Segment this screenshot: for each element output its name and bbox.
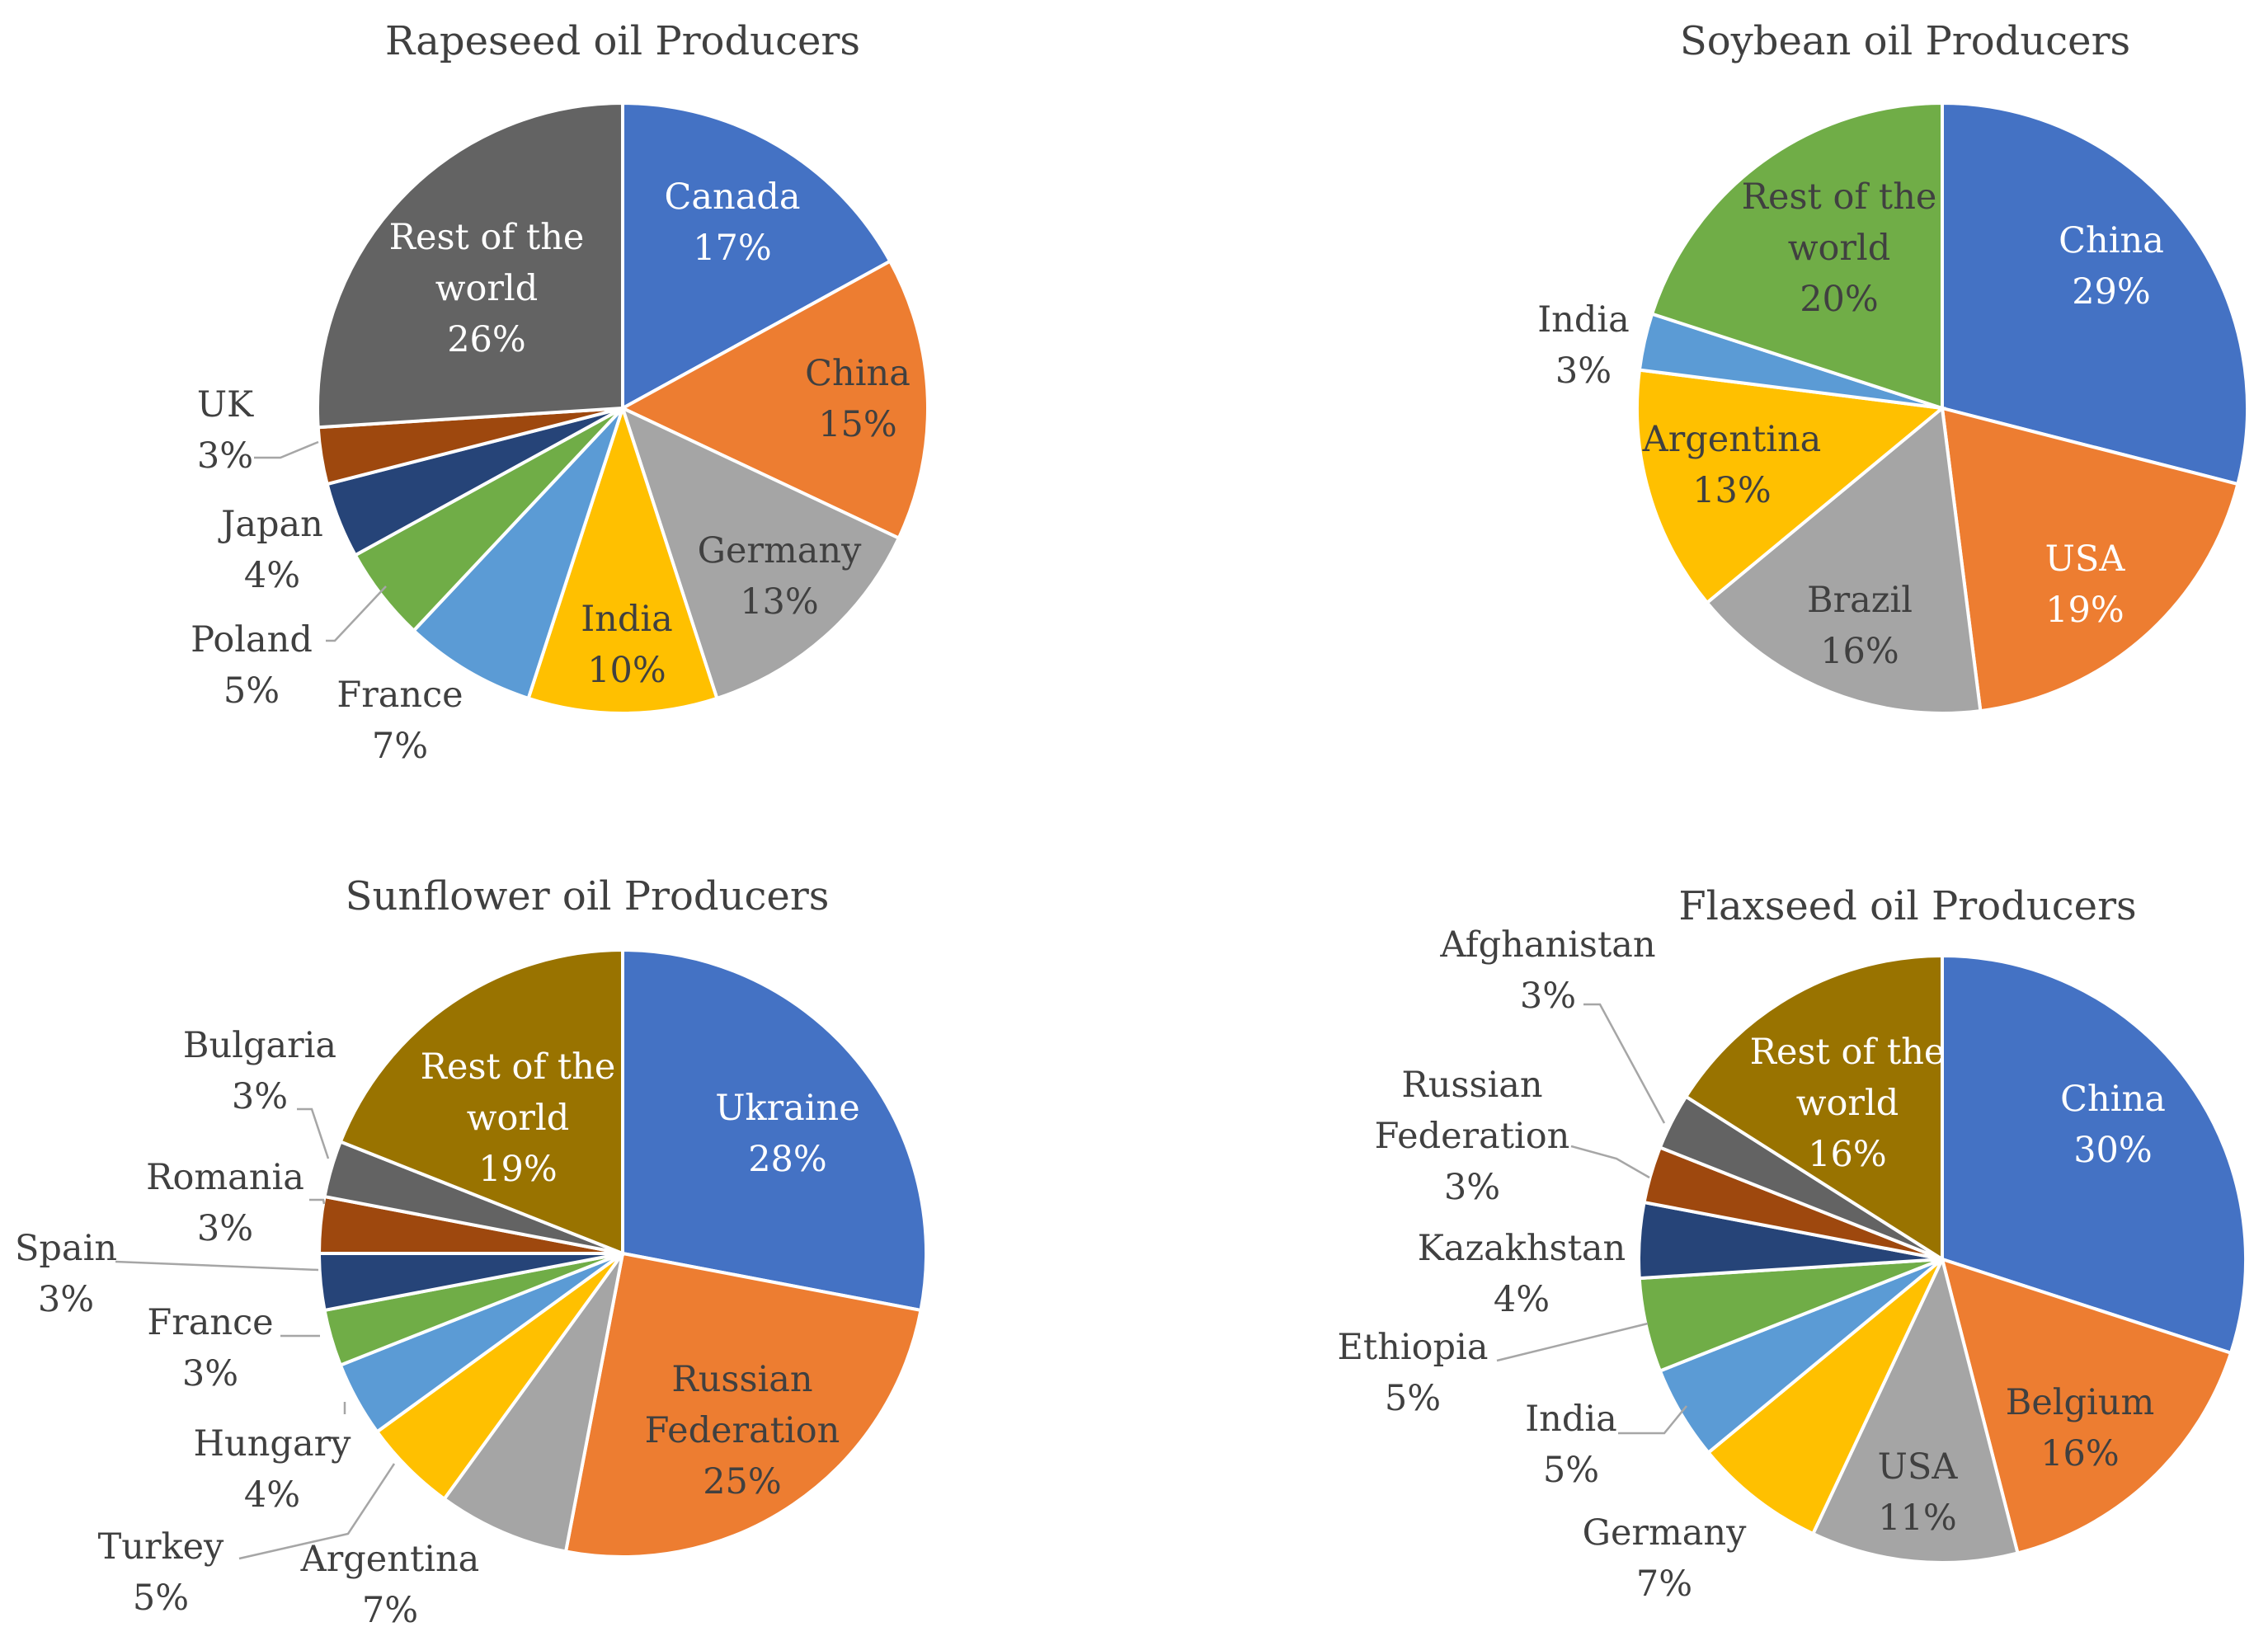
pie-slice-argentina	[441, 1252, 624, 1554]
slice-label-germany: Germany 13%	[698, 530, 862, 623]
slice-label-japan: Japan 4%	[218, 504, 323, 596]
slice-label-brazil: Brazil 16%	[1807, 580, 1913, 672]
pie-slice-india	[526, 402, 719, 715]
chart-title: Sunflower oil Producers	[346, 873, 830, 919]
slice-label-germany: Germany 7%	[1583, 1512, 1747, 1605]
pie-slice-usa	[1810, 1254, 2020, 1564]
slice-label-bulgaria: Bulgaria 3%	[183, 1025, 336, 1117]
slice-label-india: India 10%	[581, 599, 673, 691]
sunflower-pie-chart: Sunflower oil Producers Ukraine 28% Russi…	[15, 873, 928, 1631]
slice-label-turkey: Turkey 5%	[98, 1526, 224, 1619]
chart-title: Soybean oil Producers	[1680, 18, 2130, 64]
rapeseed-pie-chart: Rapeseed oil Producers Canada 17% China 15…	[191, 18, 929, 767]
pie-slice-brazil	[1705, 405, 1983, 715]
slice-label-argentina: Argentina 13%	[1642, 419, 1822, 511]
pie-slice-germany	[1706, 1258, 1944, 1536]
pie-slice-ukraine	[621, 947, 928, 1313]
flaxseed-pie-chart: Flaxseed oil Producers China 30% Belgium 1…	[1338, 883, 2247, 1605]
slice-label-ukraine: Ukraine 28%	[715, 1088, 859, 1180]
leader-line	[1583, 1003, 1666, 1124]
slice-label-hungary: Hungary 4%	[194, 1423, 352, 1516]
leader-line	[1570, 1145, 1650, 1179]
pie-slice-canada	[621, 101, 892, 411]
slice-label-rest-of-the-world: Rest of the world 26%	[389, 217, 585, 360]
slice-label-romania: Romania 3%	[146, 1157, 304, 1249]
chart-title: Flaxseed oil Producers	[1678, 883, 2136, 929]
pie-slice-rest-of-the-world	[316, 101, 624, 430]
pie-slices	[1635, 101, 2250, 715]
pie-slice-usa	[1940, 406, 2240, 713]
slice-label-uk: UK 3%	[197, 384, 254, 477]
slice-label-india: India 3%	[1537, 299, 1630, 392]
pie-slice-rest-of-the-world	[338, 947, 624, 1256]
slice-label-russian-federation: Russian Federation 25%	[645, 1359, 840, 1502]
pie-slice-germany	[619, 405, 901, 701]
slice-label-poland: Poland 5%	[191, 619, 313, 712]
slice-label-spain: Spain 3%	[15, 1228, 117, 1320]
slice-label-china: China 15%	[805, 353, 910, 445]
leader-line	[1618, 1405, 1687, 1435]
leader-line	[297, 1107, 330, 1159]
slice-label-kazakhstan: Kazakhstan 4%	[1418, 1228, 1626, 1320]
slice-label-france: France 3%	[147, 1302, 273, 1394]
pie-slice-rest-of-the-world	[1649, 101, 1944, 411]
soybean-pie-chart: Soybean oil Producers China 29% USA 19% Br…	[1537, 18, 2250, 715]
leader-line	[115, 1260, 319, 1272]
leader-line	[254, 440, 319, 459]
slice-label-afghanistan: Afghanistan 3%	[1439, 924, 1655, 1017]
slice-label-usa: USA 19%	[2045, 538, 2126, 631]
pie-slices	[1637, 953, 2247, 1564]
pie-slice-belgium	[1940, 1256, 2233, 1555]
slice-label-rest-of-the-world: Rest of the world 16%	[1750, 1032, 1946, 1175]
slice-label-usa: USA 11%	[1878, 1446, 1959, 1539]
slice-label-russian-federation: Russian Federation 3%	[1375, 1065, 1570, 1208]
pie-slice-china	[619, 259, 929, 541]
chart-title: Rapeseed oil Producers	[385, 18, 860, 64]
slice-label-canada: Canada 17%	[664, 176, 800, 269]
slice-label-france: France 7%	[336, 675, 463, 767]
slice-label-india: India 5%	[1525, 1399, 1617, 1491]
leader-line	[326, 585, 387, 642]
pie-slices	[317, 947, 928, 1559]
slice-label-china: China 30%	[2060, 1079, 2166, 1171]
slice-label-ethiopia: Ethiopia 5%	[1338, 1327, 1489, 1419]
pie-slice-argentina	[1635, 368, 1946, 605]
pie-slice-russian-federation	[563, 1251, 923, 1559]
slice-label-argentina: Argentina 7%	[300, 1539, 480, 1631]
slice-label-rest-of-the-world: Rest of the world 19%	[421, 1046, 616, 1190]
pie-slice-rest-of-the-world	[1683, 953, 1944, 1262]
slice-label-rest-of-the-world: Rest of the world 20%	[1742, 176, 1937, 320]
pie-slice-china	[1941, 101, 2250, 487]
slice-label-belgium: Belgium 16%	[2006, 1382, 2155, 1474]
pie-slice-china	[1941, 953, 2247, 1356]
slice-label-china: China 29%	[2059, 220, 2164, 313]
leader-line	[1496, 1322, 1649, 1362]
pie-slices	[316, 101, 929, 715]
leader-line	[238, 1463, 396, 1560]
leader-line	[309, 1198, 326, 1205]
pie-slice-france	[411, 407, 624, 701]
